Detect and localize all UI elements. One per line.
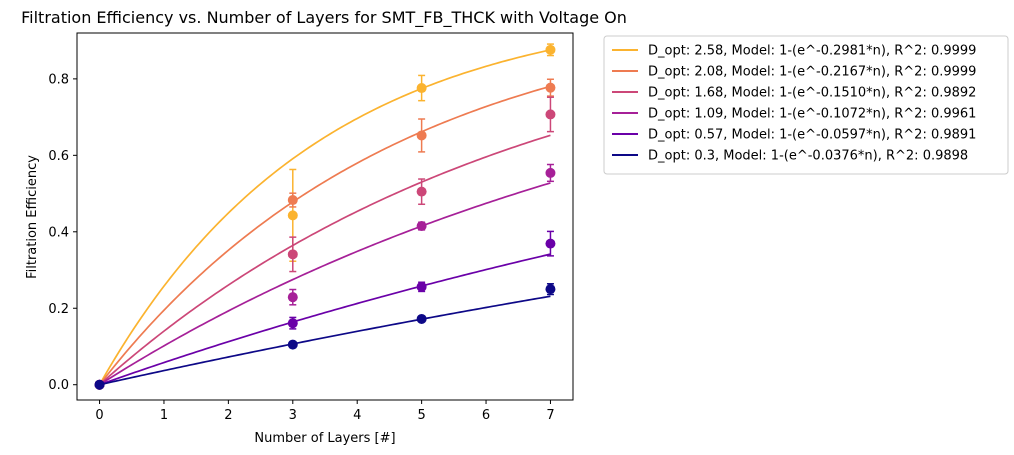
data-point — [287, 249, 298, 260]
plot-area — [77, 33, 573, 400]
data-point — [545, 82, 556, 93]
series-layer — [94, 43, 556, 390]
chart-title: Filtration Efficiency vs. Number of Laye… — [21, 8, 627, 28]
data-point — [416, 313, 427, 324]
data-point — [287, 339, 298, 350]
x-tick-label: 6 — [482, 408, 490, 423]
model-curve — [98, 134, 551, 386]
y-tick-label: 0.0 — [48, 378, 69, 393]
data-point — [416, 221, 427, 232]
model-curve — [98, 85, 551, 386]
x-tick-label: 0 — [95, 408, 103, 423]
y-tick-label: 0.2 — [48, 302, 69, 317]
legend-label: D_opt: 0.57, Model: 1-(e^-0.0597*n), R^2… — [648, 128, 976, 143]
legend-items: D_opt: 2.58, Model: 1-(e^-0.2981*n), R^2… — [612, 44, 976, 164]
data-point — [545, 284, 556, 295]
data-point — [287, 195, 298, 206]
x-tick-label: 3 — [289, 408, 297, 423]
x-axis-title: Number of Layers [#] — [254, 431, 395, 446]
data-point — [545, 109, 556, 120]
model-curve — [99, 182, 551, 386]
data-point — [416, 130, 427, 141]
plot-frame — [76, 32, 574, 401]
legend-label: D_opt: 1.09, Model: 1-(e^-0.1072*n), R^2… — [648, 107, 976, 122]
x-axis-ticks: 0 1 2 3 4 5 6 7 — [95, 400, 555, 423]
data-point — [545, 167, 556, 178]
x-tick-label: 7 — [546, 408, 554, 423]
legend-label: D_opt: 1.68, Model: 1-(e^-0.1510*n), R^2… — [648, 86, 976, 101]
x-tick-label: 4 — [353, 408, 361, 423]
data-point — [287, 210, 298, 221]
model-curve — [99, 253, 551, 386]
y-tick-label: 0.4 — [48, 225, 69, 240]
y-axis-ticks: 0.0 0.2 0.4 0.6 0.8 — [48, 72, 77, 393]
data-point — [416, 186, 427, 197]
data-point — [94, 379, 105, 390]
data-point — [287, 318, 298, 329]
legend-label: D_opt: 0.3, Model: 1-(e^-0.0376*n), R^2:… — [648, 149, 968, 164]
series-5 — [94, 283, 556, 390]
legend: D_opt: 2.58, Model: 1-(e^-0.2981*n), R^2… — [603, 35, 1009, 175]
legend-label: D_opt: 2.08, Model: 1-(e^-0.2167*n), R^2… — [648, 65, 976, 80]
model-curve — [98, 49, 551, 386]
x-tick-label: 2 — [224, 408, 232, 423]
y-tick-label: 0.6 — [48, 149, 69, 164]
data-point — [416, 281, 427, 292]
data-point — [287, 292, 298, 303]
data-point — [545, 44, 556, 55]
data-point — [416, 83, 427, 94]
y-tick-label: 0.8 — [48, 72, 69, 87]
x-tick-label: 1 — [160, 408, 168, 423]
series-1 — [94, 78, 556, 390]
x-tick-label: 5 — [417, 408, 425, 423]
series-4 — [94, 230, 556, 390]
data-point — [545, 238, 556, 249]
legend-frame — [603, 35, 1009, 175]
model-curve — [99, 295, 551, 386]
y-axis-title: Filtration Efficiency — [25, 155, 40, 279]
legend-label: D_opt: 2.58, Model: 1-(e^-0.2981*n), R^2… — [648, 44, 976, 59]
